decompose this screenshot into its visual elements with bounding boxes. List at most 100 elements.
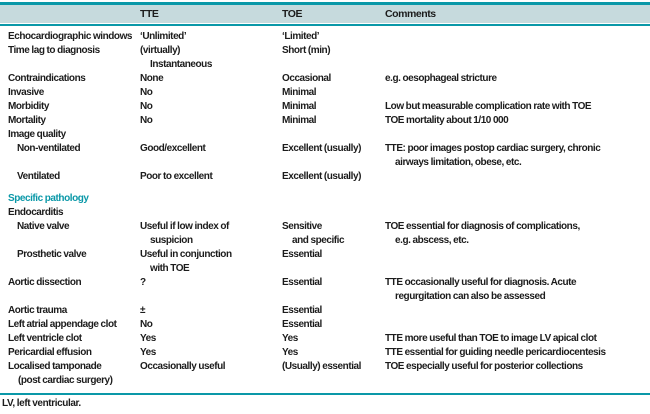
- cell-tte: Useful in conjunction with TOE: [140, 249, 232, 274]
- table-body: Echocardiographic windows ‘Unlimited’ ‘Lim…: [0, 26, 650, 391]
- cell-lbl: Contraindications: [8, 73, 86, 84]
- table-row: Image quality: [0, 128, 650, 142]
- cell-toe: ‘Limited’: [282, 31, 320, 42]
- cell-comments: [385, 128, 646, 142]
- table-row: Pericardial effusion Yes Yes TTE essential …: [0, 346, 650, 360]
- table-row: Aortic dissection? Essential TTE occasiona…: [0, 276, 650, 304]
- cell-toe: [282, 128, 385, 142]
- cell-toe: Yes: [282, 347, 298, 358]
- cell-toe: Sensitive and specific: [282, 221, 345, 246]
- cell-comments: TTE essential for guiding needle pericar…: [385, 347, 606, 358]
- cell-comments: [385, 206, 646, 220]
- cell-lbl: Mortality: [8, 115, 46, 126]
- cell-lbl: Endocarditis: [8, 207, 64, 218]
- cell-lbl: Left atrial appendage clot: [8, 319, 117, 330]
- cell-toe: Minimal: [282, 115, 317, 126]
- table-row: Aortic trauma ± Essential: [0, 304, 650, 318]
- table-row: Non-ventilated Good/excellent Excellent (u…: [0, 142, 650, 170]
- cell-lbl: Localised tamponade (post cardiac surger…: [8, 361, 113, 386]
- cell-tte: ?: [140, 277, 146, 288]
- cell-lbl: Image quality: [8, 129, 66, 140]
- table-row: Contraindications None Occasional e.g. oeso…: [0, 72, 650, 86]
- header-toe-column: TOE: [282, 8, 303, 20]
- cell-tte: None: [140, 73, 164, 84]
- cell-lbl: Morbidity: [8, 101, 49, 112]
- table-row: Ventilated Poor to excellent Excellent (us…: [0, 170, 650, 184]
- cell-lbl: Ventilated: [17, 171, 60, 182]
- cell-comments: TTE occasionally useful for diagnosis. A…: [385, 277, 577, 302]
- table-row: Morbidity No Minimal Low but measurable com…: [0, 100, 650, 114]
- cell-tte: Yes: [140, 347, 156, 358]
- cell-tte: No: [140, 115, 153, 126]
- table-row: Native valve Useful if low index of suspi…: [0, 220, 650, 248]
- cell-tte: [140, 128, 282, 142]
- cell-comments: TOE especially useful for posterior coll…: [385, 361, 583, 372]
- top-rule: [0, 2, 650, 5]
- cell-comments: TOE mortality about 1/10 000: [385, 115, 509, 126]
- table-row: Left ventricle clot Yes Yes TTE more useful…: [0, 332, 650, 346]
- cell-lbl: Left ventricle clot: [8, 333, 82, 344]
- cell-tte: [140, 206, 282, 220]
- header-divider-rule: [0, 24, 650, 26]
- cell-lbl: Time lag to diagnosis: [8, 45, 100, 56]
- cell-tte: ±: [140, 305, 146, 316]
- cell-toe: Minimal: [282, 87, 317, 98]
- table-row: Mortality No Minimal TOE mortality about 1/…: [0, 114, 650, 128]
- table-row: Localised tamponade (post cardiac surger…: [0, 360, 650, 388]
- cell-lbl: Echocardiographic windows: [8, 31, 133, 42]
- bottom-rule: [0, 393, 650, 395]
- cell-comments: [385, 318, 646, 332]
- cell-lbl: Invasive: [8, 87, 44, 98]
- header-comments-column: Comments: [385, 8, 436, 20]
- cell-comments: Low but measurable complication rate wit…: [385, 101, 592, 112]
- cell-lbl: Aortic trauma: [8, 305, 67, 316]
- cell-comments: TOE essential for diagnosis of complicat…: [385, 221, 580, 246]
- cell-tte: [140, 192, 282, 206]
- table-row: Time lag to diagnosis (virtually) Instant…: [0, 44, 650, 72]
- cell-comments: [385, 86, 646, 100]
- cell-lbl: Non-ventilated: [17, 143, 81, 154]
- cell-lbl: Specific pathology: [8, 193, 89, 204]
- cell-tte: Yes: [140, 333, 156, 344]
- cell-comments: [385, 248, 646, 276]
- cell-comments: [385, 44, 646, 72]
- cell-lbl: Aortic dissection: [8, 277, 82, 288]
- table-row: Prosthetic valve Useful in conjunction wi…: [0, 248, 650, 276]
- table-row: Left atrial appendage clot No Essential: [0, 318, 650, 332]
- cell-toe: Occasional: [282, 73, 331, 84]
- row-spacer: [0, 184, 650, 192]
- table-row: Specific pathology: [0, 192, 650, 206]
- cell-tte: Useful if low index of suspicion: [140, 221, 229, 246]
- cell-tte: Occasionally useful: [140, 361, 226, 372]
- cell-toe: Short (min): [282, 45, 331, 56]
- cell-toe: [282, 192, 385, 206]
- cell-comments: [385, 170, 646, 184]
- cell-tte: Good/excellent: [140, 143, 206, 154]
- cell-tte: No: [140, 319, 153, 330]
- cell-tte: No: [140, 87, 153, 98]
- cell-toe: Excellent (usually): [282, 171, 361, 182]
- cell-tte: Poor to excellent: [140, 171, 213, 182]
- table-row: Endocarditis: [0, 206, 650, 220]
- cell-toe: Excellent (usually): [282, 143, 361, 154]
- table-footnote: LV, left ventricular.: [2, 398, 81, 409]
- cell-toe: (Usually) essential: [282, 361, 361, 372]
- cell-toe: Essential: [282, 305, 322, 316]
- cell-toe: [282, 206, 385, 220]
- cell-tte: (virtually) Instantaneous: [140, 45, 212, 70]
- table-row: Invasive No Minimal: [0, 86, 650, 100]
- cell-toe: Essential: [282, 277, 322, 288]
- cell-tte: ‘Unlimited’: [140, 31, 187, 42]
- cell-toe: Yes: [282, 333, 298, 344]
- table-row: Echocardiographic windows ‘Unlimited’ ‘Lim…: [0, 30, 650, 44]
- cell-comments: e.g. oesophageal stricture: [385, 73, 497, 84]
- cell-comments: TTE: poor images postop cardiac surgery,…: [385, 143, 601, 168]
- cell-comments: [385, 304, 646, 318]
- cell-toe: Essential: [282, 249, 322, 260]
- cell-tte: No: [140, 101, 153, 112]
- cell-lbl: Pericardial effusion: [8, 347, 92, 358]
- table-header-row: TTE TOE Comments: [0, 5, 650, 23]
- cell-comments: [385, 30, 646, 44]
- cell-comments: [385, 192, 646, 206]
